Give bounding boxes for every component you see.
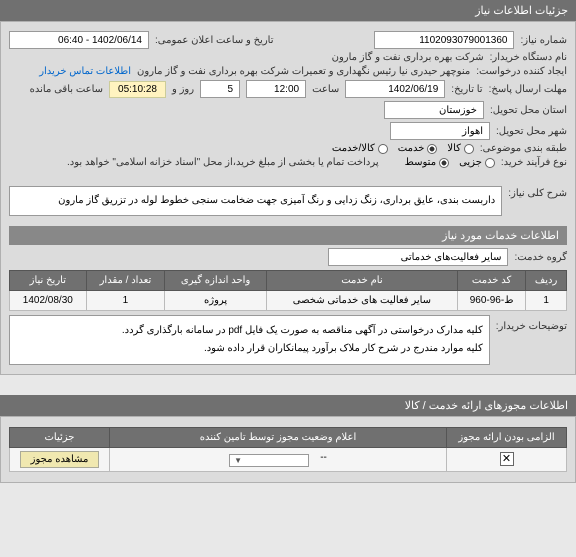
announce-label: تاریخ و ساعت اعلان عمومی: (155, 35, 274, 46)
permits-table: الزامی بودن ارائه مجوز اعلام وضعیت مجوز … (9, 427, 567, 472)
page-title: جزئیات اطلاعات نیاز (475, 5, 568, 17)
time-label: ساعت (312, 84, 339, 95)
city-field: اهواز (390, 122, 490, 140)
th-unit: واحد اندازه گیری (165, 271, 267, 291)
deadline-time: 12:00 (246, 80, 306, 98)
buyer-label: نام دستگاه خریدار: (490, 52, 567, 63)
view-permit-button[interactable]: مشاهده مجوز (20, 451, 100, 468)
group-field: سایر فعالیت‌های خدماتی (328, 248, 508, 266)
deadline-date: 1402/06/19 (345, 80, 445, 98)
req-no-label: شماره نیاز: (520, 35, 567, 46)
note-line2: کلیه موارد مندرج در شرح کار ملاک برآورد … (16, 340, 483, 358)
radio-both[interactable]: کالا/خدمت (332, 143, 388, 154)
desc-label: شرح کلی نیاز: (508, 182, 567, 199)
dash-text: -- (320, 452, 327, 463)
radio-khedmat[interactable]: خدمت (398, 143, 438, 154)
th-mandatory: الزامی بودن ارائه مجوز (447, 428, 567, 448)
timer: 05:10:28 (109, 81, 166, 98)
contact-link[interactable]: اطلاعات تماس خریدار (39, 66, 131, 77)
process-label: نوع فرآیند خرید: (501, 157, 567, 168)
radio-minor[interactable]: جزیی (459, 157, 495, 168)
th-code: کد خدمت (457, 271, 525, 291)
days-field: 5 (200, 80, 240, 98)
radio-medium[interactable]: متوسط (405, 157, 449, 168)
buyer-value: شرکت بهره برداری نفت و گاز مارون (332, 52, 484, 63)
note-line1: کلیه مدارک درخواستی در آگهی مناقصه به صو… (16, 322, 483, 340)
status-dropdown[interactable]: ▼ (229, 454, 309, 467)
province-label: استان محل تحویل: (490, 105, 567, 116)
creator-label: ایجاد کننده درخواست: (476, 66, 567, 77)
announce-field: 1402/06/14 - 06:40 (9, 31, 149, 49)
th-date: تاریخ نیاز (10, 271, 87, 291)
remaining-label: ساعت باقی مانده (30, 84, 103, 95)
province-field: خوزستان (384, 101, 484, 119)
table-row: ✕ -- ▼ مشاهده مجوز (10, 448, 567, 472)
details-cell: مشاهده مجوز (10, 448, 110, 472)
notes-label: توضیحات خریدار: (496, 315, 567, 332)
notes-box: کلیه مدارک درخواستی در آگهی مناقصه به صو… (9, 315, 490, 365)
days-label: روز و (172, 84, 194, 95)
deadline-sub: تا تاریخ: (451, 84, 482, 95)
th-details: جزئیات (10, 428, 110, 448)
table-row: 1 ط-96-960 سایر فعالیت های خدماتی شخصی پ… (10, 291, 567, 311)
permits-section: الزامی بودن ارائه مجوز اعلام وضعیت مجوز … (0, 416, 576, 483)
status-cell: -- ▼ (110, 448, 447, 472)
chevron-down-icon: ▼ (234, 456, 242, 465)
th-name: نام خدمت (266, 271, 457, 291)
radio-kala[interactable]: کالا (447, 143, 474, 154)
th-row: ردیف (526, 271, 567, 291)
th-qty: تعداد / مقدار (86, 271, 165, 291)
footer-header: اطلاعات مجوزهای ارائه خدمت / کالا (0, 395, 576, 416)
req-no-field: 1102093079001360 (374, 31, 514, 49)
desc-box: داربست بندی، عایق برداری، زنگ زدایی و رن… (9, 186, 502, 216)
subject-radio-group: کالا خدمت کالا/خدمت (332, 143, 474, 154)
services-table: ردیف کد خدمت نام خدمت واحد اندازه گیری ت… (9, 270, 567, 311)
services-header: اطلاعات خدمات مورد نیاز (9, 226, 567, 245)
city-label: شهر محل تحویل: (496, 126, 567, 137)
th-status: اعلام وضعیت مجوز توسط تامین کننده (110, 428, 447, 448)
group-label: گروه خدمت: (514, 252, 567, 263)
process-note: پرداخت تمام یا بخشی از مبلغ خرید،از محل … (67, 157, 379, 168)
checkbox-icon: ✕ (500, 452, 514, 466)
process-radio-group: جزیی متوسط (405, 157, 495, 168)
subject-label: طبقه بندی موضوعی: (480, 143, 567, 154)
main-form: شماره نیاز: 1102093079001360 تاریخ و ساع… (0, 21, 576, 375)
creator-value: منوچهر حیدری نیا رئیس نگهداری و تعمیرات … (137, 66, 470, 77)
mandatory-cell: ✕ (447, 448, 567, 472)
deadline-label: مهلت ارسال پاسخ: (489, 84, 567, 95)
page-header: جزئیات اطلاعات نیاز (0, 0, 576, 21)
